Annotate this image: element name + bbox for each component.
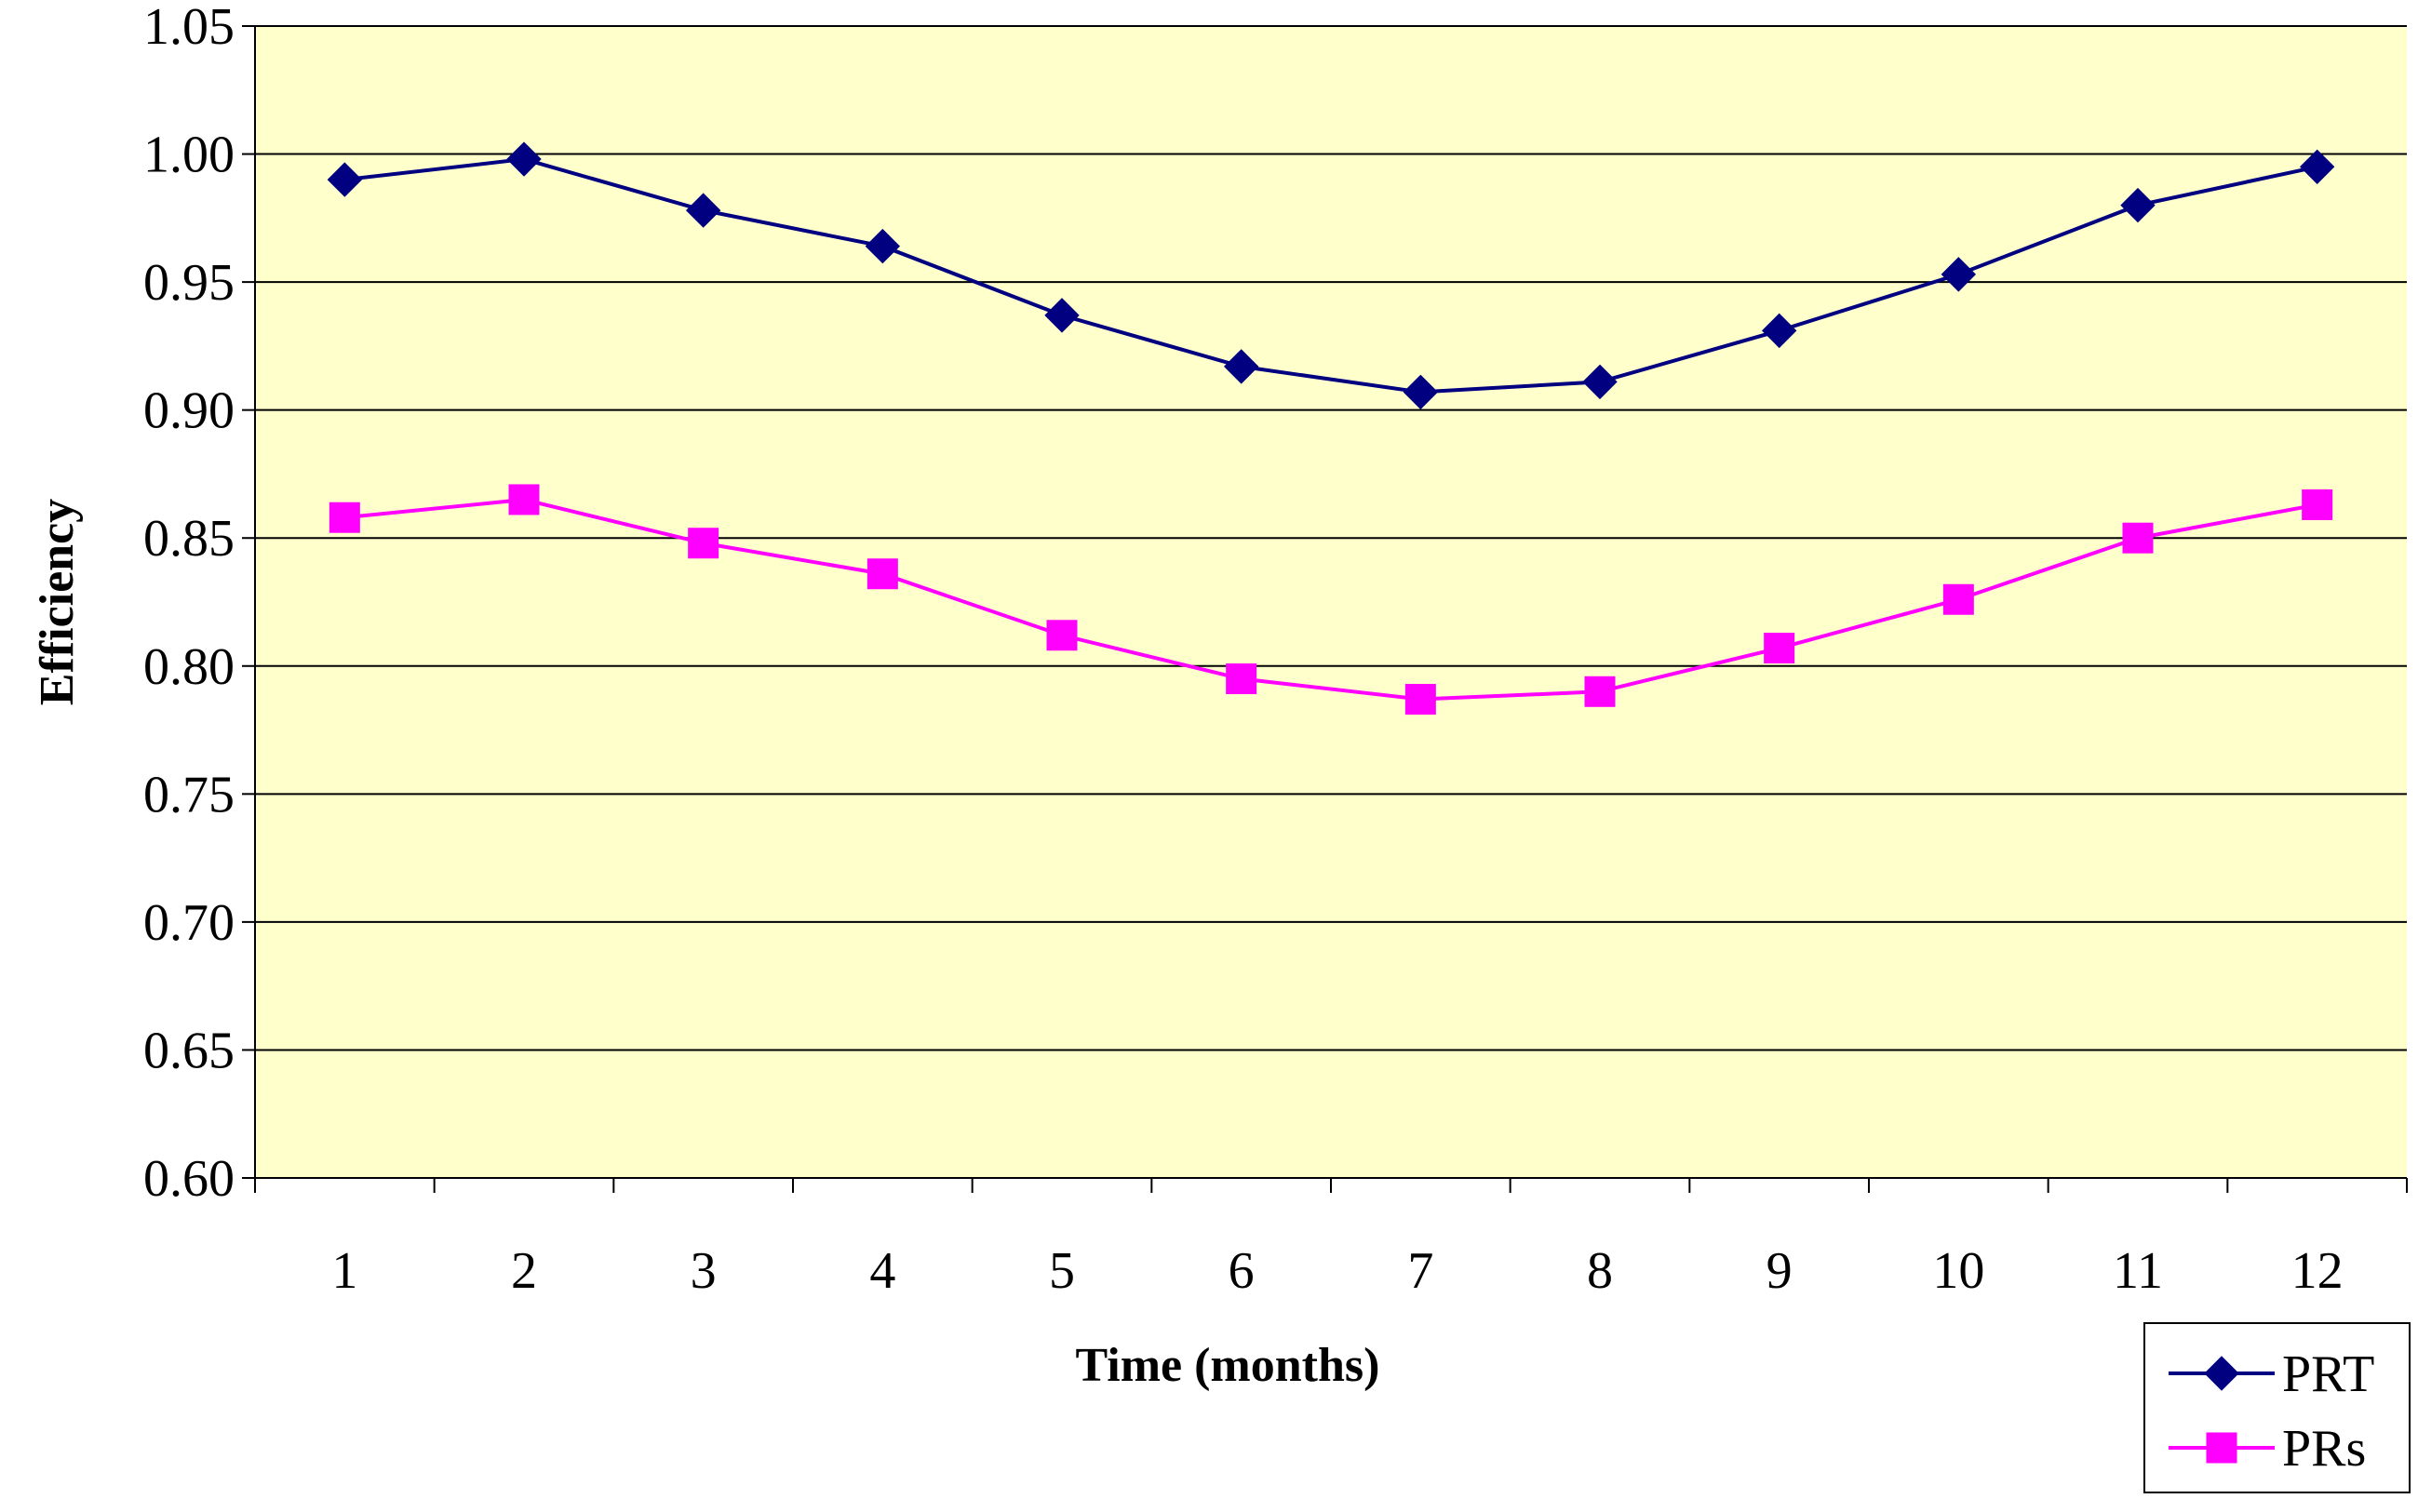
x-tick-label: 3 (691, 1242, 717, 1300)
x-tick-label: 6 (1229, 1242, 1255, 1300)
legend: PRT PRs (2143, 1322, 2411, 1493)
x-tick-label: 5 (1049, 1242, 1075, 1300)
x-tick-label: 4 (869, 1242, 895, 1300)
series-line-prs (344, 497, 2318, 702)
x-tick-label: 1 (331, 1242, 357, 1300)
legend-box (2143, 1322, 2411, 1493)
y-tick-label: 0.60 (143, 1150, 235, 1208)
diamond-marker (865, 228, 901, 264)
square-marker (866, 558, 898, 590)
diamond-marker (2120, 187, 2156, 223)
square-marker (329, 502, 360, 533)
square-marker (1764, 633, 1795, 664)
y-tick-label: 0.80 (143, 638, 235, 696)
diamond-marker (1761, 313, 1797, 349)
gridlines (255, 25, 2407, 1051)
y-axis-title: Efficiency (31, 499, 84, 705)
y-tick-label: 0.70 (143, 894, 235, 952)
x-tick-label: 7 (1407, 1242, 1433, 1300)
x-tick-label: 10 (1932, 1242, 1984, 1300)
x-tick-label: 8 (1587, 1242, 1613, 1300)
square-marker (688, 528, 719, 559)
diamond-marker (1044, 298, 1080, 333)
square-marker (1046, 620, 1078, 651)
plot-area (255, 26, 2407, 1178)
y-tick-label: 0.75 (143, 766, 235, 823)
legend-marker-prs (2206, 1432, 2237, 1464)
x-axis-title: Time (months) (1076, 1339, 1380, 1392)
x-tick-label: 9 (1766, 1242, 1793, 1300)
diamond-marker (1403, 374, 1439, 410)
y-tick-label: 0.65 (143, 1022, 235, 1079)
series-prs (329, 484, 2333, 716)
y-tick-label: 0.95 (143, 254, 235, 312)
legend-marker-prt (2204, 1356, 2239, 1391)
diamond-marker (685, 193, 721, 228)
series-prt (327, 141, 2335, 410)
square-marker (1584, 676, 1616, 707)
diamond-marker (327, 162, 363, 197)
series-line-prt (344, 157, 2318, 395)
axes: 0.60 0.65 0.70 0.75 0.80 0.85 0.90 0.95 1.00 1.05… (143, 0, 2408, 1300)
y-tick-label: 1.00 (143, 127, 235, 184)
square-marker (508, 484, 540, 515)
square-marker (1404, 684, 1436, 716)
square-marker (1226, 663, 1257, 695)
diamond-marker (1223, 349, 1259, 384)
square-marker (1942, 583, 1974, 615)
square-marker (2302, 488, 2333, 520)
diamond-marker (2299, 149, 2335, 185)
y-tick-label: 1.05 (143, 0, 235, 56)
x-tick-label: 12 (2291, 1242, 2344, 1300)
diamond-marker (1582, 364, 1618, 400)
series-layer (327, 141, 2335, 716)
diamond-marker (506, 141, 542, 177)
diamond-marker (1941, 257, 1977, 292)
y-tick-label: 0.90 (143, 382, 235, 440)
legend-label-prt: PRT (2282, 1345, 2374, 1403)
square-marker (2122, 522, 2154, 554)
y-tick-label: 0.85 (143, 510, 235, 568)
x-tick-label: 2 (511, 1242, 537, 1300)
legend-label-prs: PRs (2282, 1420, 2366, 1478)
x-tick-label: 11 (2113, 1242, 2163, 1300)
